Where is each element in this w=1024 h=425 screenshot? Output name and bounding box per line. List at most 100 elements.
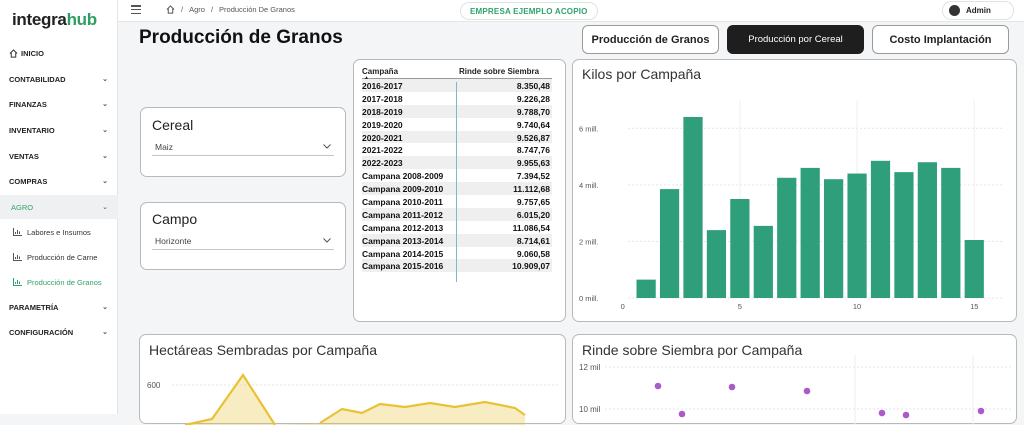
table-row[interactable]: Campana 2015-2016 10.909,07 (362, 259, 552, 273)
x-tick-label: 0 (621, 302, 625, 311)
chevron-down-icon: ⌄ (102, 101, 108, 108)
table-row[interactable]: 2017-2018 9.226,28 (362, 92, 552, 105)
sidebar-item-finanzas[interactable]: FINANZAS ⌄ (0, 92, 118, 116)
cereal-slicer: Cereal Maiz (140, 107, 346, 177)
sidebar-item-label: VENTAS (9, 151, 39, 161)
sidebar-item-label: INICIO (21, 48, 44, 58)
user-menu[interactable]: Admin (942, 1, 1014, 20)
sidebar-subitem-granos[interactable]: Producción de Granos (0, 270, 118, 294)
bar-chart-icon (13, 228, 22, 236)
slicer-title: Campo (152, 211, 198, 227)
bar (870, 160, 891, 298)
y-tick-label: 0 mill. (579, 294, 599, 303)
breadcrumb-separator: / (181, 5, 184, 14)
campana-cell: 2020-2021 (362, 132, 403, 143)
user-name: Admin (966, 6, 991, 15)
sidebar-item-parametria[interactable]: PARAMETRÍA ⌄ (0, 295, 118, 319)
table-row[interactable]: 2021-2022 8.747,76 (362, 143, 552, 156)
sidebar-item-compras[interactable]: COMPRAS ⌄ (0, 169, 118, 193)
sidebar-subitem-labores[interactable]: Labores e Insumos (0, 220, 118, 244)
scatter-point (977, 407, 985, 415)
table-row[interactable]: 2016-2017 8.350,48 (362, 79, 552, 92)
table-row[interactable]: Campana 2008-2009 7.394,52 (362, 169, 552, 182)
kilos-bar-chart: 0 mill. 2 mill. 4 mill. 6 mill. 0 5 10 15 (579, 100, 1003, 311)
table-row[interactable]: 2020-2021 9.526,87 (362, 130, 552, 144)
area-series (185, 375, 525, 425)
table-row[interactable]: 2022-2023 9.955,63 (362, 156, 552, 170)
chart-title: Kilos por Campaña (582, 66, 702, 82)
table-row[interactable]: 2018-2019 9.788,70 (362, 104, 552, 118)
table-row[interactable]: Campana 2010-2011 9.757,65 (362, 195, 552, 208)
home-icon[interactable] (166, 5, 175, 14)
y-tick-label: 6 mill. (579, 124, 599, 133)
table-row[interactable]: 2019-2020 9.740,64 (362, 118, 552, 131)
sidebar-item-label: COMPRAS (9, 176, 48, 186)
top-bar: / Agro / Producción De Granos EMPRESA EJ… (118, 0, 1024, 22)
table-row[interactable]: Campana 2011-2012 6.015,20 (362, 207, 552, 221)
dropdown-value: Horizonte (155, 236, 192, 246)
tab-produccion-cereal[interactable]: Producción por Cereal (727, 25, 864, 54)
logo-accent-text: hub (66, 10, 98, 29)
sidebar-item-label: CONTABILIDAD (9, 74, 66, 84)
bar (917, 162, 937, 298)
column-header[interactable]: Rinde sobre Siembra (459, 67, 540, 76)
table-row[interactable]: Campana 2013-2014 8.714,61 (362, 233, 552, 247)
campana-cell: 2016-2017 (362, 81, 403, 91)
chevron-down-icon (323, 144, 331, 149)
rinde-scatter-chart: 12 mil 10 mil (579, 355, 1013, 425)
sidebar-item-inicio[interactable]: INICIO (0, 41, 118, 65)
scatter-point (654, 382, 662, 390)
campana-cell: Campana 2008-2009 (362, 171, 444, 182)
breadcrumb-item[interactable]: Agro (189, 5, 205, 14)
campana-cell: 2021-2022 (362, 145, 403, 156)
rinde-cell: 9.740,64 (516, 119, 550, 130)
rinde-cell: 9.788,70 (516, 106, 550, 117)
rinde-cell: 9.955,63 (516, 158, 550, 169)
rinde-cell: 9.226,28 (516, 93, 550, 104)
campana-cell: 2018-2019 (362, 106, 403, 117)
tab-costo-implantacion[interactable]: Costo Implantación (872, 25, 1009, 54)
hectareas-area-chart: 600 (147, 373, 560, 425)
campana-cell: Campana 2013-2014 (362, 235, 444, 246)
chevron-down-icon: ⌄ (102, 178, 108, 185)
table-row[interactable]: Campana 2012-2013 11.086,54 (362, 221, 552, 234)
cereal-dropdown[interactable]: Maiz (152, 139, 334, 156)
sidebar-subitem-label: Labores e Insumos (27, 227, 91, 237)
rinde-cell: 9.526,87 (516, 132, 550, 143)
y-tick-label: 4 mill. (579, 181, 599, 190)
y-tick-label: 12 mil (579, 363, 601, 372)
sidebar-item-contabilidad[interactable]: CONTABILIDAD ⌄ (0, 67, 118, 91)
campo-dropdown[interactable]: Horizonte (152, 233, 334, 250)
bar (636, 279, 656, 298)
sort-asc-icon: ▲ (364, 75, 369, 81)
logo[interactable]: integrahub (12, 10, 97, 30)
table-row[interactable]: Campana 2009-2010 11.112,68 (362, 182, 552, 196)
y-tick-label: 600 (147, 381, 161, 390)
rinde-cell: 6.015,20 (516, 209, 550, 220)
rinde-table: Campaña Rinde sobre Siembra ▲ 2016-2017 8… (362, 65, 552, 282)
table-row[interactable]: Campana 2014-2015 9.060,58 (362, 247, 552, 260)
sidebar-item-ventas[interactable]: VENTAS ⌄ (0, 144, 118, 168)
scatter-point (803, 387, 811, 395)
chevron-down-icon: ⌄ (102, 127, 108, 134)
sidebar-item-configuracion[interactable]: CONFIGURACIÓN ⌄ (0, 320, 118, 344)
bar (824, 179, 844, 298)
campana-cell: 2017-2018 (362, 93, 403, 104)
rinde-chart-card: Rinde sobre Siembra por Campaña 12 mil 1… (572, 334, 1017, 425)
rinde-cell: 11.086,54 (512, 222, 550, 233)
rinde-cell: 10.909,07 (512, 261, 550, 272)
avatar-icon (949, 5, 960, 16)
campana-cell: Campana 2011-2012 (362, 209, 443, 220)
scatter-point (678, 410, 686, 418)
x-tick-label: 10 (853, 302, 861, 311)
menu-icon[interactable] (131, 5, 141, 15)
breadcrumb: / Agro / Producción De Granos (166, 5, 295, 14)
tab-produccion-granos[interactable]: Producción de Granos (582, 25, 719, 54)
sidebar-subitem-carne[interactable]: Producción de Carne (0, 245, 118, 269)
chevron-down-icon: ⌄ (102, 153, 108, 160)
sidebar-item-inventario[interactable]: INVENTARIO ⌄ (0, 118, 118, 142)
sidebar-item-label: PARAMETRÍA (9, 302, 59, 312)
column-header[interactable]: Campaña (362, 67, 399, 76)
sidebar-item-agro[interactable]: AGRO ⌄ (0, 195, 118, 219)
chevron-down-icon: ⌄ (102, 304, 108, 311)
